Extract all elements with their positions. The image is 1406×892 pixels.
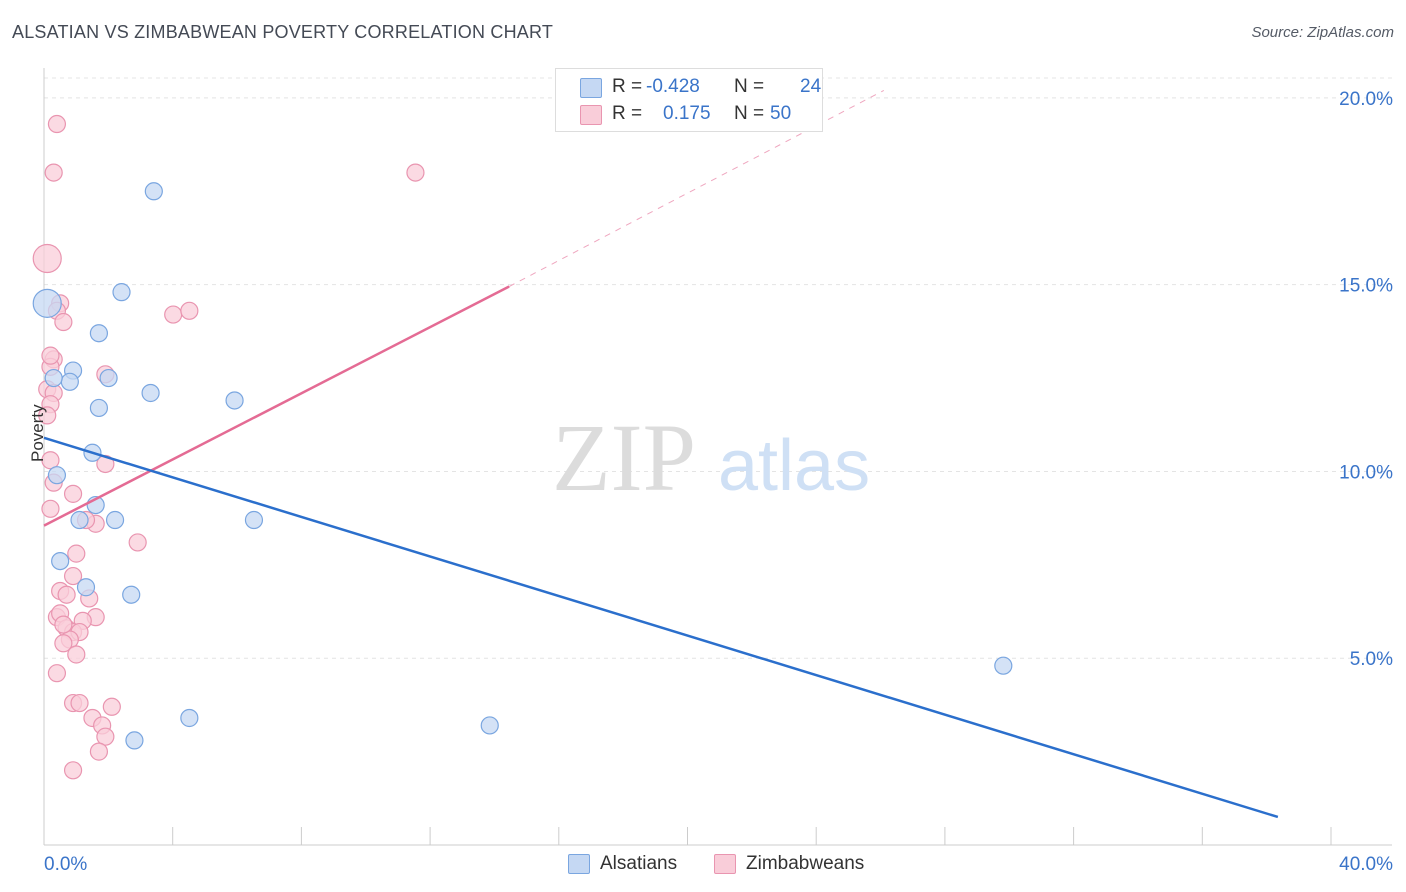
n-value: 24 xyxy=(800,76,822,97)
x-tick-label: 0.0% xyxy=(44,854,87,875)
n-value: 50 xyxy=(770,103,792,124)
n-label: N = xyxy=(734,76,765,97)
zimbabweans-point xyxy=(180,301,199,320)
alsatians-point xyxy=(51,551,70,571)
zimbabweans-point xyxy=(63,566,83,586)
source-label: Source: ZipAtlas.com xyxy=(1251,24,1394,41)
zimbabweans-point xyxy=(89,742,109,761)
r-label: R = xyxy=(612,76,643,97)
alsatians-legend-swatch xyxy=(568,854,590,874)
y-tick-label: 15.0% xyxy=(1339,276,1393,297)
alsatians-point xyxy=(70,510,89,530)
alsatians-point xyxy=(89,324,109,343)
alsatians-point xyxy=(76,578,96,597)
zimbabweans-point xyxy=(54,634,73,653)
alsatians-point xyxy=(89,398,109,418)
alsatians-point xyxy=(47,466,67,485)
alsatians-point xyxy=(122,585,141,604)
zimbabweans-point xyxy=(44,163,63,182)
zimbabweans-point xyxy=(164,305,183,324)
r-value: 0.175 xyxy=(663,103,711,124)
watermark: atlas xyxy=(718,426,870,506)
alsatians-point xyxy=(994,656,1013,675)
y-tick-label: 20.0% xyxy=(1339,89,1393,110)
watermark: ZIP xyxy=(552,404,696,511)
zimbabweans-point xyxy=(41,451,60,470)
chart-title: ALSATIAN VS ZIMBABWEAN POVERTY CORRELATI… xyxy=(12,22,554,42)
zimbabweans-point xyxy=(67,645,86,664)
zimbabweans-point xyxy=(63,761,83,780)
r-label: R = xyxy=(612,103,643,124)
n-label: N = xyxy=(734,103,765,124)
alsatians-point xyxy=(141,383,160,403)
zimbabweans-point xyxy=(54,312,73,332)
alsatians-point xyxy=(180,708,199,728)
zimbabweans-swatch xyxy=(580,105,602,125)
zimbabweans-point xyxy=(406,163,425,182)
alsatians-point xyxy=(60,372,79,391)
zimbabweans-point xyxy=(70,693,89,713)
alsatians-point xyxy=(99,368,118,388)
zimbabweans-points xyxy=(32,114,425,780)
alsatians-trend-line xyxy=(43,436,1279,819)
zimbabweans-point xyxy=(63,484,83,503)
stats-legend: R = -0.428 N = 24 R = 0.175 N = 50 xyxy=(555,68,823,132)
zimbabweans-point xyxy=(47,114,67,134)
legend-label: Zimbabweans xyxy=(746,853,865,874)
zimbabweans-point xyxy=(57,585,76,604)
y-tick-label: 5.0% xyxy=(1350,649,1393,670)
alsatians-point xyxy=(112,283,131,302)
y-tick-label: 10.0% xyxy=(1339,462,1393,483)
zimbabweans-legend-swatch xyxy=(714,854,736,874)
alsatians-point xyxy=(105,510,125,530)
legend-label: Alsatians xyxy=(600,853,678,874)
r-value: -0.428 xyxy=(646,76,700,97)
zimbabweans-point xyxy=(47,664,67,683)
zimbabweans-point xyxy=(67,544,86,563)
zimbabweans-point xyxy=(32,243,62,274)
alsatians-points xyxy=(32,182,1013,750)
zimbabweans-trend-line xyxy=(43,285,510,527)
alsatians-point xyxy=(225,391,244,410)
alsatians-point xyxy=(244,510,264,530)
alsatians-swatch xyxy=(580,78,602,98)
zimbabweans-point xyxy=(128,533,147,552)
alsatians-point xyxy=(44,368,63,388)
zimbabweans-point xyxy=(96,727,115,746)
alsatians-point xyxy=(125,731,144,750)
alsatians-point xyxy=(32,288,62,318)
zimbabweans-point xyxy=(38,406,57,425)
alsatians-point xyxy=(480,716,499,735)
zimbabweans-point xyxy=(41,499,60,518)
zimbabweans-point xyxy=(54,615,73,634)
y-axis-label: Poverty xyxy=(28,404,47,462)
x-tick-label: 40.0% xyxy=(1339,854,1393,875)
zimbabweans-point xyxy=(41,346,60,365)
alsatians-point xyxy=(144,182,163,201)
zimbabweans-point xyxy=(102,697,121,716)
